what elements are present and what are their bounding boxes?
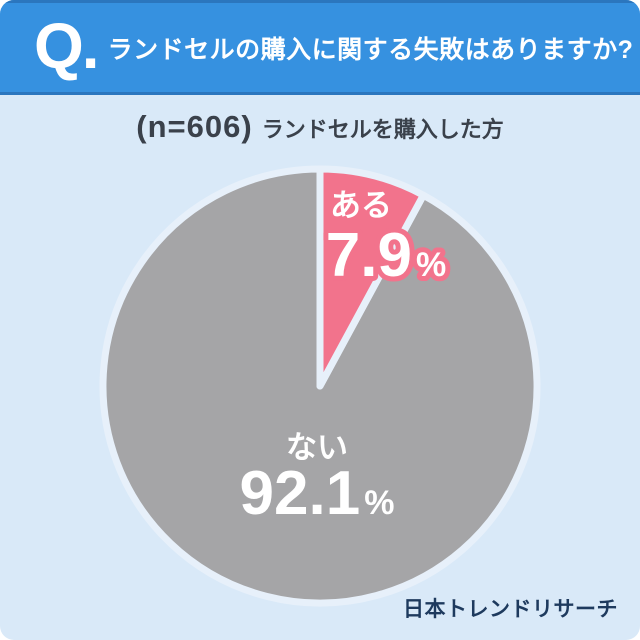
slice-value-no: 92.1%: [240, 459, 395, 528]
slice-value-no-number: 92.1: [240, 459, 361, 528]
pie-slice-yes: [316, 165, 427, 390]
slice-label-no: ない: [286, 430, 348, 465]
q-mark: Q.: [34, 9, 100, 82]
percent-sign-yes: %: [416, 246, 446, 284]
sample-size: (n=606): [136, 109, 253, 144]
sample-description: ランドセルを購入した方: [261, 117, 504, 142]
brand-logo-text: 日本トレンドリサーチ: [403, 598, 618, 621]
sample-line: (n=606) ランドセルを購入した方: [0, 109, 640, 145]
question-title: ランドセルの購入に関する失敗はありますか?: [107, 35, 634, 64]
question-header: Q. ランドセルの購入に関する失敗はありますか?: [0, 0, 640, 95]
percent-sign-no: %: [364, 484, 394, 522]
slice-label-yes: ある: [330, 188, 392, 223]
slice-value-yes: 7.9%: [326, 221, 446, 290]
slice-value-yes-number: 7.9: [326, 221, 412, 290]
